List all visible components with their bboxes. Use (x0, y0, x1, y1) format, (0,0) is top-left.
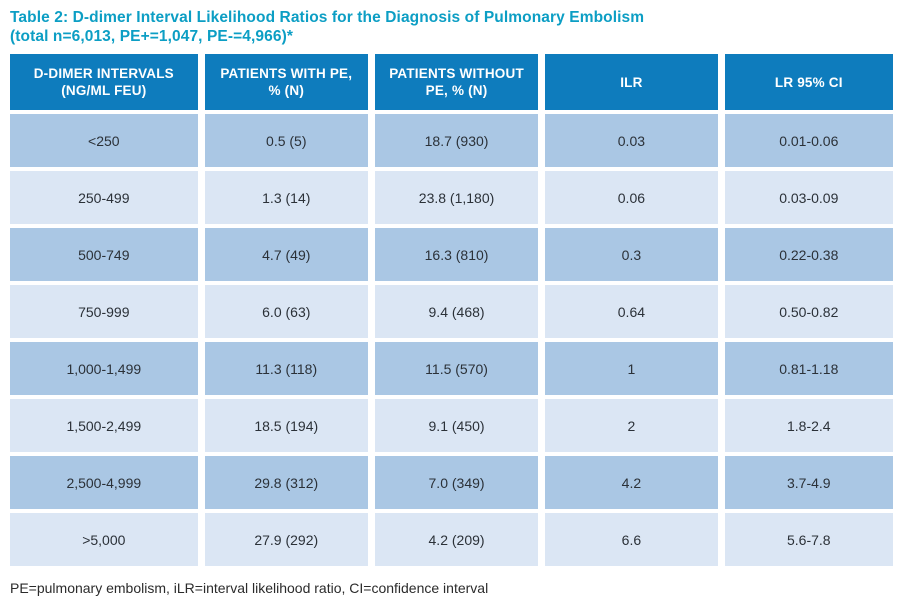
cell-interval: 1,000-1,499 (10, 342, 198, 395)
cell-with-pe: 6.0 (63) (204, 285, 368, 338)
table-row: 250-499 1.3 (14) 23.8 (1,180) 0.06 0.03-… (10, 171, 893, 224)
table-row: 1,000-1,499 11.3 (118) 11.5 (570) 1 0.81… (10, 342, 893, 395)
cell-interval: 500-749 (10, 228, 198, 281)
cell-ilr: 0.64 (545, 285, 718, 338)
col-header-ilr: ILR (545, 54, 718, 110)
cell-ilr: 2 (545, 399, 718, 452)
cell-lr-ci: 3.7-4.9 (724, 456, 893, 509)
d-dimer-ilr-table: D-DIMER INTERVALS (NG/ML FEU) PATIENTS W… (3, 50, 900, 570)
cell-ilr: 6.6 (545, 513, 718, 566)
cell-ilr: 0.3 (545, 228, 718, 281)
cell-with-pe: 27.9 (292) (204, 513, 368, 566)
header-row: D-DIMER INTERVALS (NG/ML FEU) PATIENTS W… (10, 54, 893, 110)
table-row: 750-999 6.0 (63) 9.4 (468) 0.64 0.50-0.8… (10, 285, 893, 338)
cell-without-pe: 7.0 (349) (374, 456, 539, 509)
cell-lr-ci: 0.81-1.18 (724, 342, 893, 395)
table-title: Table 2: D-dimer Interval Likelihood Rat… (10, 8, 890, 46)
cell-without-pe: 23.8 (1,180) (374, 171, 539, 224)
cell-lr-ci: 0.01-0.06 (724, 114, 893, 167)
cell-interval: <250 (10, 114, 198, 167)
cell-without-pe: 9.4 (468) (374, 285, 539, 338)
table-header: D-DIMER INTERVALS (NG/ML FEU) PATIENTS W… (10, 54, 893, 110)
cell-with-pe: 4.7 (49) (204, 228, 368, 281)
footnotes: PE=pulmonary embolism, iLR=interval like… (10, 578, 890, 605)
footnote-data-source: *data adapted from Kohn MA et al.9 (10, 599, 890, 605)
table-title-line2: (total n=6,013, PE+=1,047, PE-=4,966)* (10, 28, 293, 45)
table-row: <250 0.5 (5) 18.7 (930) 0.03 0.01-0.06 (10, 114, 893, 167)
cell-ilr: 0.06 (545, 171, 718, 224)
cell-interval: >5,000 (10, 513, 198, 566)
cell-with-pe: 18.5 (194) (204, 399, 368, 452)
cell-interval: 2,500-4,999 (10, 456, 198, 509)
cell-without-pe: 11.5 (570) (374, 342, 539, 395)
table-row: 500-749 4.7 (49) 16.3 (810) 0.3 0.22-0.3… (10, 228, 893, 281)
cell-with-pe: 1.3 (14) (204, 171, 368, 224)
cell-interval: 750-999 (10, 285, 198, 338)
table-body: <250 0.5 (5) 18.7 (930) 0.03 0.01-0.06 2… (10, 114, 893, 566)
cell-lr-ci: 1.8-2.4 (724, 399, 893, 452)
cell-lr-ci: 0.03-0.09 (724, 171, 893, 224)
cell-lr-ci: 5.6-7.8 (724, 513, 893, 566)
cell-without-pe: 16.3 (810) (374, 228, 539, 281)
footnote-abbreviations: PE=pulmonary embolism, iLR=interval like… (10, 580, 489, 596)
cell-with-pe: 29.8 (312) (204, 456, 368, 509)
cell-lr-ci: 0.22-0.38 (724, 228, 893, 281)
cell-lr-ci: 0.50-0.82 (724, 285, 893, 338)
cell-without-pe: 9.1 (450) (374, 399, 539, 452)
cell-interval: 250-499 (10, 171, 198, 224)
col-header-lr-95-ci: LR 95% CI (724, 54, 893, 110)
table-row: >5,000 27.9 (292) 4.2 (209) 6.6 5.6-7.8 (10, 513, 893, 566)
col-header-patients-with-pe: PATIENTS WITH PE, % (N) (204, 54, 368, 110)
table-title-line1: Table 2: D-dimer Interval Likelihood Rat… (10, 9, 645, 26)
cell-ilr: 0.03 (545, 114, 718, 167)
col-header-patients-without-pe: PATIENTS WITHOUT PE, % (N) (374, 54, 539, 110)
cell-with-pe: 0.5 (5) (204, 114, 368, 167)
cell-without-pe: 18.7 (930) (374, 114, 539, 167)
cell-interval: 1,500-2,499 (10, 399, 198, 452)
table-row: 2,500-4,999 29.8 (312) 7.0 (349) 4.2 3.7… (10, 456, 893, 509)
cell-ilr: 4.2 (545, 456, 718, 509)
table-row: 1,500-2,499 18.5 (194) 9.1 (450) 2 1.8-2… (10, 399, 893, 452)
cell-without-pe: 4.2 (209) (374, 513, 539, 566)
col-header-d-dimer-intervals: D-DIMER INTERVALS (NG/ML FEU) (10, 54, 198, 110)
cell-ilr: 1 (545, 342, 718, 395)
cell-with-pe: 11.3 (118) (204, 342, 368, 395)
